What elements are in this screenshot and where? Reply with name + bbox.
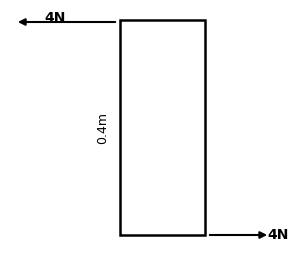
Text: 4N: 4N <box>267 228 289 242</box>
Bar <box>120 20 205 235</box>
Text: 0.4m: 0.4m <box>97 112 110 144</box>
Text: 4N: 4N <box>44 11 66 25</box>
